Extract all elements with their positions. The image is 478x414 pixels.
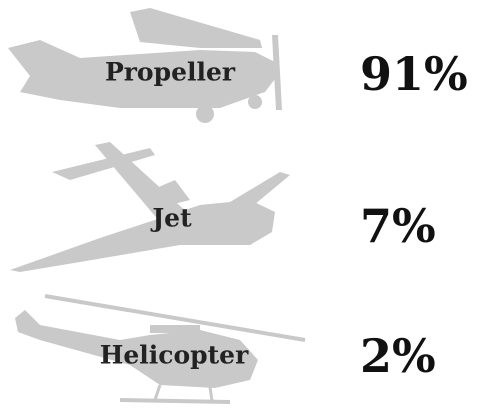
row-share: 7% (360, 199, 436, 253)
row-label: Jet (150, 204, 192, 233)
row-label: Helicopter (100, 341, 249, 370)
row-share: 91% (360, 47, 468, 101)
jet-silhouette (10, 142, 290, 272)
infographic: Propeller 91% Jet 7% Helicopter 2% (0, 0, 478, 414)
row-share: 2% (360, 329, 436, 383)
row-label: Propeller (105, 58, 236, 87)
